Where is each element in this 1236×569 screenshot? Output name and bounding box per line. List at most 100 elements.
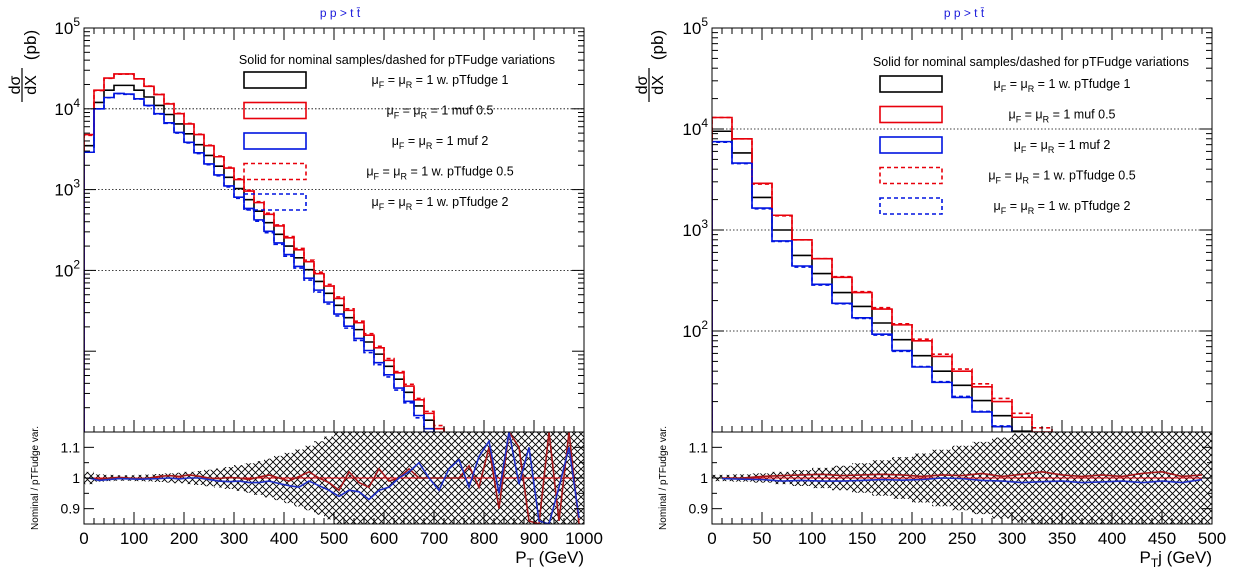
ratio-series-1 [88, 432, 580, 524]
legend-swatch-1 [879, 105, 943, 124]
legend-mu: μ [994, 199, 1001, 213]
ratio-series-0 [722, 471, 1203, 479]
legend-swatch-4 [879, 197, 943, 215]
legend-mid: = μ [404, 134, 425, 148]
ratio-group [84, 432, 584, 524]
legend-mid: = μ [1001, 169, 1022, 183]
series-2-histogram [712, 140, 1212, 432]
legend-sub-f: F [1016, 115, 1022, 125]
legend-swatch-4 [243, 193, 307, 211]
y-tick-label: 102 [54, 257, 80, 280]
y-tick-base: 10 [682, 221, 701, 240]
series-3-histogram [84, 73, 445, 432]
y-tick-base: 10 [682, 19, 701, 38]
y-tick-label: 105 [54, 15, 80, 38]
legend-mid: = μ [1026, 138, 1047, 152]
y-axis-title: dσ dX (pb) [634, 30, 667, 102]
x-tick-label: 450 [1148, 529, 1176, 548]
legend-swatch-3 [879, 166, 943, 185]
legend-sub-r: R [426, 141, 433, 151]
main-frame [83, 27, 585, 433]
y-axis-title-unit: (pb) [648, 30, 667, 60]
y-axis-title-numerator: dσ [7, 75, 24, 94]
legend-swatch-0 [879, 75, 943, 93]
ratio-series-1 [721, 477, 1203, 484]
y-axis-title: dσ dX (pb) [7, 30, 40, 102]
legend-swatch-3 [243, 162, 307, 181]
legend-post: = 1 w. pTfudge 1 [1034, 77, 1130, 91]
legend-post: = 1 w. pTfudge 2 [1034, 199, 1130, 213]
x-axis-title-sub: T [1151, 556, 1159, 569]
ratio-y-tick-label: 1 [700, 470, 708, 486]
x-tick-label: 0 [707, 529, 716, 548]
legend-swatch-2 [879, 136, 943, 154]
series-4-histogram [712, 141, 1212, 432]
y-tick-label: 102 [682, 318, 708, 341]
legend-swatch-2 [243, 132, 307, 150]
x-axis-title: PT (GeV) [515, 548, 584, 569]
ratio-y-tick-label: 0.9 [689, 501, 709, 517]
y-tick-exponent: 3 [701, 217, 708, 231]
ratio-y-tick-label: 1 [72, 470, 80, 486]
x-tick-label: 100 [798, 529, 826, 548]
y-axis-title-denominator: dX [650, 75, 667, 95]
legend-post: = 1 w. pTfudge 0.5 [1029, 169, 1136, 183]
legend-mid: = μ [399, 104, 420, 118]
legend-sub-f: F [379, 80, 385, 90]
legend-mu: μ [994, 77, 1001, 91]
x-tick-label: 250 [948, 529, 976, 548]
x-axis-title-tail: j (GeV) [1157, 548, 1212, 567]
y-tick-exponent: 3 [73, 177, 80, 191]
x-axis-title-main: P [515, 548, 526, 567]
process-label: p p > t t̄ [944, 6, 985, 20]
legend-post: = 1 muf 0.5 [427, 104, 493, 118]
y-tick-base: 10 [682, 120, 701, 139]
ratio-y-tick-label: 0.9 [61, 501, 81, 517]
legend-mu: μ [988, 169, 995, 183]
legend-sub-r: R [1022, 176, 1029, 186]
legend-label-1: μF = μR = 1 muf 0.5 [1008, 108, 1115, 125]
y-tick-label: 105 [682, 15, 708, 38]
legend-sub-f: F [1001, 206, 1007, 216]
y-tick-base: 10 [682, 322, 701, 341]
legend-label-2: μF = μR = 1 muf 2 [392, 134, 489, 151]
y-tick-exponent: 5 [701, 15, 708, 29]
legend-sub-f: F [394, 111, 400, 121]
legend-swatch-0 [243, 71, 307, 89]
legend-post: = 1 muf 2 [432, 134, 488, 148]
x-tick-label: 1000 [565, 529, 603, 548]
y-tick-exponent: 4 [73, 96, 80, 110]
y-tick-base: 10 [54, 19, 73, 38]
y-tick-exponent: 2 [73, 257, 80, 271]
x-axis-title-main: P [1139, 548, 1150, 567]
main-series-group [84, 73, 445, 432]
legend-post: = 1 w. pTfudge 1 [412, 73, 508, 87]
legend-sub-r: R [421, 111, 428, 121]
x-tick-label: 500 [320, 529, 348, 548]
ratio-y-axis-title: Nominal / pTFudge var. [658, 426, 669, 530]
y-axis-title-unit: (pb) [21, 30, 40, 60]
x-axis-title-sub: T [527, 556, 535, 569]
series-1-histogram [712, 116, 1212, 432]
y-axis-title-numerator: dσ [634, 75, 651, 94]
ratio-group [712, 432, 1212, 524]
legend-label-3: μF = μR = 1 w. pTfudge 0.5 [988, 169, 1135, 186]
legend-post: = 1 muf 2 [1054, 138, 1110, 152]
ratio-series-0 [88, 432, 580, 524]
legend-mid: = μ [1021, 108, 1042, 122]
legend-swatch-1 [243, 101, 307, 120]
legend-sub-r: R [1028, 84, 1035, 94]
legend-mu: μ [386, 104, 393, 118]
x-tick-label: 400 [270, 529, 298, 548]
ratio-y-tick-label: 1.1 [689, 439, 709, 455]
x-tick-label: 300 [220, 529, 248, 548]
legend-label-0: μF = μR = 1 w. pTfudge 1 [994, 77, 1131, 94]
x-tick-label: 200 [898, 529, 926, 548]
y-tick-base: 10 [54, 100, 73, 119]
legend-post: = 1 w. pTfudge 2 [412, 195, 508, 209]
x-axis-title-tail: (GeV) [534, 548, 584, 567]
y-tick-exponent: 4 [701, 116, 708, 130]
x-tick-label: 0 [79, 529, 88, 548]
legend-sub-r: R [1048, 145, 1055, 155]
